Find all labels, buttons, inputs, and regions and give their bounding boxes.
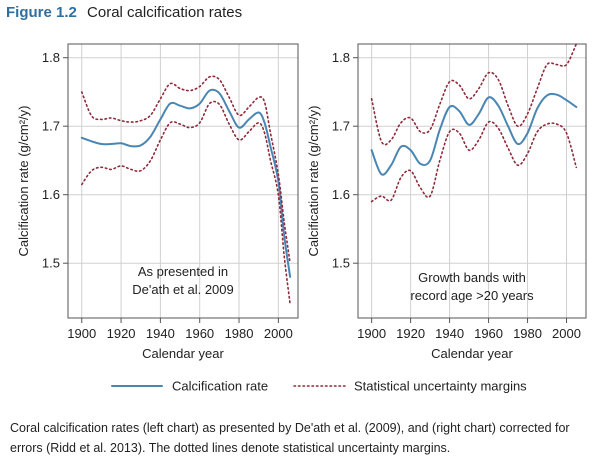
x-tick-label: 1960 bbox=[185, 326, 214, 341]
panel-annotation-line: As presented in bbox=[138, 264, 228, 279]
rate-line-1 bbox=[80, 88, 292, 278]
y-tick-label: 1.7 bbox=[332, 119, 350, 134]
chart-panel-1: 1900 1920 1940 1960 1980 2000 1.5 1.6 1.7 1.8 Cale… bbox=[16, 43, 299, 361]
x-tick-label: 1920 bbox=[396, 326, 425, 341]
chart-figure: 1900 1920 1940 1960 1980 2000 1.5 1.6 1.7 1.8 Cale… bbox=[16, 43, 587, 394]
x-tick-label: 1900 bbox=[357, 326, 386, 341]
chart-panel-2: 1900 1920 1940 1960 1980 2000 1.5 1.6 1.7 1.8 Cale… bbox=[306, 43, 587, 361]
x-tick-label: 2000 bbox=[552, 326, 581, 341]
x-tick-label: 1940 bbox=[146, 326, 175, 341]
figure-number: Figure 1.2 bbox=[6, 4, 77, 21]
legend-label-2: Statistical uncertainty margins bbox=[354, 379, 527, 394]
y-tick-label: 1.5 bbox=[42, 256, 60, 271]
x-tick-label: 1900 bbox=[67, 326, 96, 341]
x-tick-label: 1980 bbox=[513, 326, 542, 341]
uncertainty-line-2 bbox=[81, 75, 291, 264]
y-tick-label: 1.7 bbox=[42, 119, 60, 134]
uncertainty-line-3 bbox=[370, 120, 578, 203]
figure-caption: Coral calcification rates (left chart) a… bbox=[10, 421, 570, 455]
x-tick-label: 1920 bbox=[107, 326, 136, 341]
rate-line-1 bbox=[370, 92, 578, 176]
x-axis-label: Calendar year bbox=[431, 346, 513, 361]
plot-frame bbox=[67, 43, 299, 319]
panel-annotation-line: record age >20 years bbox=[410, 288, 534, 303]
figure-title: Figure 1.2 Coral calcification rates bbox=[6, 4, 242, 21]
y-axis-label: Calcification rate (g/cm²/y) bbox=[16, 106, 31, 257]
x-tick-label: 1980 bbox=[225, 326, 254, 341]
panel-annotation-line: Growth bands with bbox=[418, 270, 526, 285]
y-tick-label: 1.6 bbox=[42, 187, 60, 202]
x-tick-label: 1940 bbox=[435, 326, 464, 341]
y-tick-label: 1.6 bbox=[332, 187, 350, 202]
x-axis-label: Calendar year bbox=[142, 346, 224, 361]
figure-title-text: Coral calcification rates bbox=[87, 4, 243, 21]
uncertainty-line-3 bbox=[81, 100, 291, 306]
x-tick-label: 1960 bbox=[474, 326, 503, 341]
plot-frame bbox=[357, 43, 587, 319]
y-axis-label: Calcification rate (g/cm²/y) bbox=[306, 106, 321, 257]
legend-label-1: Calcification rate bbox=[172, 379, 268, 394]
panel-annotation-line: De'ath et al. 2009 bbox=[132, 282, 234, 297]
y-tick-label: 1.5 bbox=[332, 256, 350, 271]
legend: Calcification rate Statistical uncertaint… bbox=[111, 379, 527, 394]
uncertainty-line-2 bbox=[370, 43, 578, 146]
y-tick-label: 1.8 bbox=[332, 50, 350, 65]
y-tick-label: 1.8 bbox=[42, 50, 60, 65]
x-tick-label: 2000 bbox=[264, 326, 293, 341]
